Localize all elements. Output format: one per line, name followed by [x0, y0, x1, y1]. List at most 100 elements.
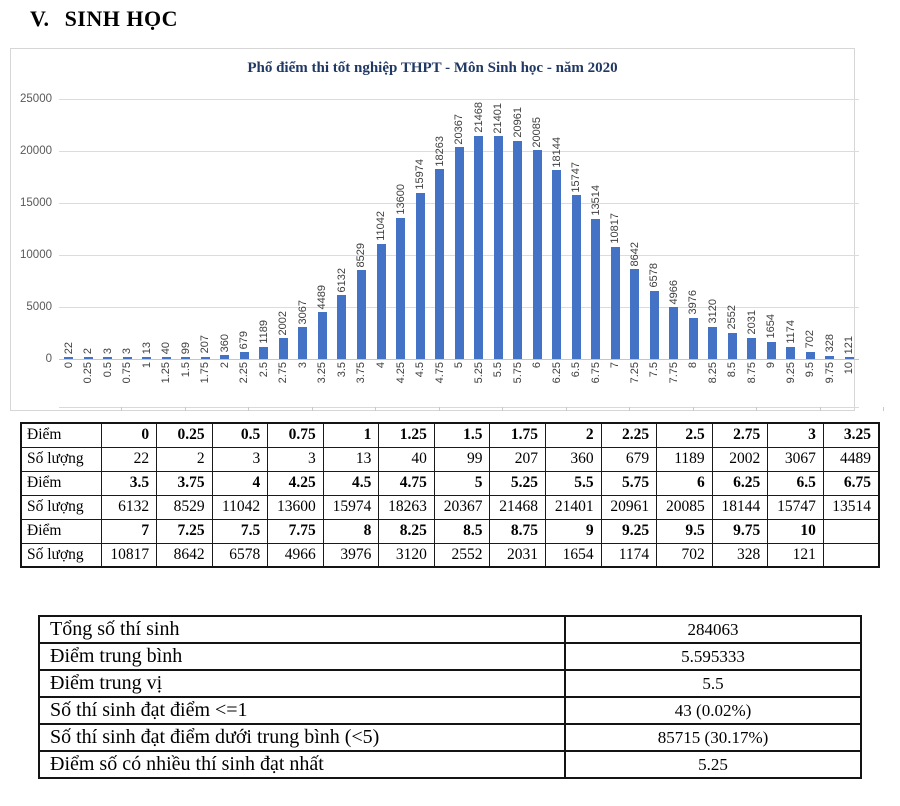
bar-value-label: 3 — [101, 347, 114, 354]
summary-statistics-table: Tổng số thí sinh 284063 Điểm trung bình 5.5… — [37, 615, 862, 779]
bar — [278, 338, 288, 359]
score-cell: 6 — [656, 470, 713, 496]
bar — [200, 356, 210, 359]
row-label-diem: Điểm — [20, 422, 102, 448]
x-tick-slot: 3.75 — [352, 362, 372, 383]
x-tick-label: 3.25 — [316, 362, 329, 384]
bar — [376, 244, 386, 359]
count-cell: 18263 — [378, 494, 435, 520]
bar-slot: 13514 — [586, 99, 606, 359]
x-tick-slot: 6.75 — [586, 362, 606, 383]
x-tick-slot: 6.5 — [566, 362, 586, 377]
summary-row: Số thí sinh đạt điểm <=1 43 (0.02%) — [37, 696, 862, 725]
x-tick-label: 2 — [218, 362, 231, 369]
x-tick-label: 10 — [843, 362, 856, 375]
bar-value-label: 21401 — [492, 102, 505, 134]
bar-slot: 4966 — [664, 99, 684, 359]
bar — [688, 317, 698, 359]
x-tick-label: 5.75 — [511, 362, 524, 384]
summary-table-body: Tổng số thí sinh 284063 Điểm trung bình 5.5… — [37, 615, 862, 779]
summary-value: 5.5 — [564, 669, 862, 698]
x-tick-slot: 2.25 — [235, 362, 255, 383]
summary-label: Tổng số thí sinh — [37, 615, 567, 644]
x-tick-label: 5 — [453, 362, 466, 369]
x-tick-slot: 10 — [840, 362, 860, 374]
x-tick-slot: 7.75 — [664, 362, 684, 383]
bar-slot: 6578 — [644, 99, 664, 359]
x-tick-slot: 2 — [215, 362, 235, 368]
x-tick-slot: 9.25 — [781, 362, 801, 383]
bar — [708, 326, 718, 359]
count-cell: 20367 — [433, 494, 491, 520]
axis-tick-mark — [629, 407, 630, 411]
score-cell: 9.5 — [656, 518, 713, 544]
bar-value-label: 328 — [823, 334, 836, 353]
bar-value-label: 18144 — [550, 136, 563, 168]
bar-value-label: 20085 — [531, 116, 544, 148]
axis-tick-mark — [439, 407, 440, 411]
bar-slot: 121 — [840, 99, 860, 359]
score-table-diem-row: Điểm 3.5 3.75 4 4.25 4.5 4.75 5 5.25 5.5 5.75 6 6.25… — [20, 470, 880, 496]
count-cell: 6578 — [211, 542, 269, 568]
x-tick-slot: 6.25 — [547, 362, 567, 383]
count-cell: 360 — [545, 446, 602, 472]
x-tick-label: 2.25 — [238, 362, 251, 384]
score-cell: 7 — [100, 518, 158, 544]
axis-tick-mark — [185, 407, 186, 411]
bar — [513, 141, 523, 359]
x-tick-slot: 1.75 — [196, 362, 216, 383]
x-tick-slot: 0.75 — [118, 362, 138, 383]
x-tick-label: 5.25 — [472, 362, 485, 384]
bar-value-label: 20367 — [453, 113, 466, 145]
x-tick-slot: 3.5 — [332, 362, 352, 377]
grid-line — [59, 359, 859, 360]
x-tick-slot: 8.75 — [742, 362, 762, 383]
y-tick-label: 10000 — [20, 249, 52, 261]
bar-slot: 13 — [137, 99, 157, 359]
bar-slot: 360 — [215, 99, 235, 359]
score-cell: 10 — [767, 518, 824, 544]
bar-value-label: 18263 — [433, 135, 446, 167]
bar — [454, 147, 464, 359]
row-label-soluong: Số lượng — [20, 542, 102, 568]
bar — [552, 170, 562, 359]
bar-slot: 1174 — [781, 99, 801, 359]
bar-slot: 10817 — [605, 99, 625, 359]
bar-value-label: 2552 — [726, 305, 739, 330]
x-axis-labels: 0 0.25 0.5 0.75 1 1.25 1.5 1.75 2 2.25 2.5 2.75 3 3.2… — [59, 362, 859, 383]
bar-value-label: 207 — [199, 335, 212, 354]
y-tick-label: 25000 — [20, 93, 52, 105]
x-tick-label: 0.5 — [101, 362, 114, 378]
x-tick-slot: 7.5 — [644, 362, 664, 377]
axis-tick-mark — [693, 407, 694, 411]
bar — [396, 217, 406, 359]
bar-slot: 20367 — [449, 99, 469, 359]
bar-slot: 2031 — [742, 99, 762, 359]
bar-slot: 4489 — [313, 99, 333, 359]
x-tick-label: 1.75 — [199, 362, 212, 384]
bar-value-label: 1654 — [765, 314, 778, 339]
count-cell: 2002 — [711, 446, 769, 472]
bar-slot: 11042 — [371, 99, 391, 359]
plot-area: 0 5000 10000 15000 20000 25000 22 2 3 3 13 40 99 207 3… — [20, 93, 884, 411]
x-tick-slot: 2.5 — [254, 362, 274, 377]
count-cell: 6132 — [100, 494, 158, 520]
bar — [630, 269, 640, 359]
bar — [727, 332, 737, 359]
count-cell: 11042 — [211, 494, 269, 520]
bar-slot: 1654 — [762, 99, 782, 359]
bar-slot: 3 — [98, 99, 118, 359]
summary-label: Điểm số có nhiều thí sinh đạt nhất — [37, 750, 567, 779]
bar — [571, 195, 581, 359]
x-tick-label: 5.5 — [492, 362, 505, 378]
axis-tick-mark — [566, 407, 567, 411]
score-cell: 9.25 — [600, 518, 658, 544]
count-cell: 2 — [156, 446, 213, 472]
x-tick-slot: 4.5 — [410, 362, 430, 377]
bar-slot: 328 — [820, 99, 840, 359]
bar-slot: 99 — [176, 99, 196, 359]
bar — [844, 357, 854, 359]
row-label-diem: Điểm — [20, 470, 102, 496]
x-tick-slot: 1.25 — [157, 362, 177, 383]
score-cell: 5.5 — [545, 470, 602, 496]
